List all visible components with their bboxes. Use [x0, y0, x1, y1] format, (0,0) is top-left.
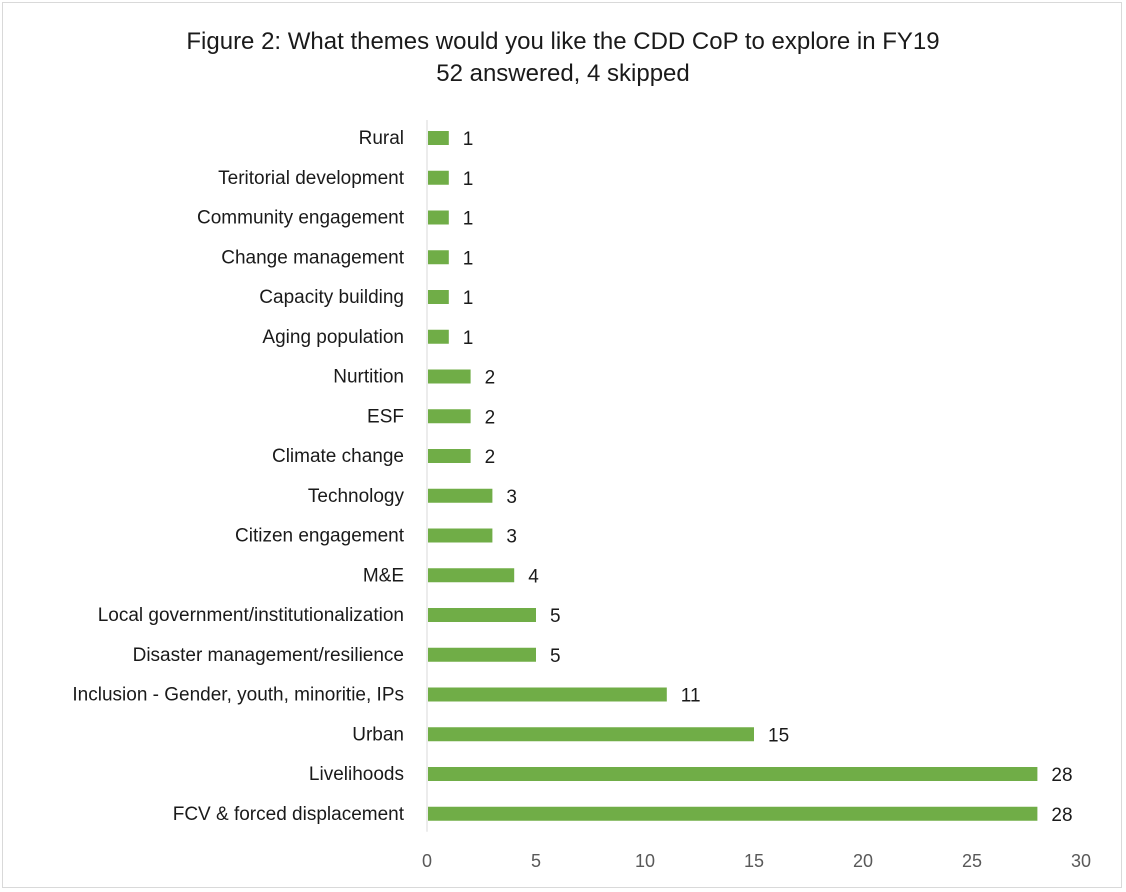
category-label: Urban	[352, 724, 404, 745]
data-label: 2	[485, 447, 496, 468]
category-label: ESF	[367, 406, 404, 427]
bar	[428, 409, 471, 424]
category-label: Change management	[221, 247, 404, 268]
bar	[428, 528, 493, 543]
plot-area: Rural 1 Teritorial development 1 Community e…	[72, 120, 1091, 871]
category-label: Nurtition	[333, 367, 404, 388]
bar	[428, 806, 1038, 821]
data-label: 1	[463, 328, 474, 349]
x-tick-label: 10	[635, 851, 655, 871]
bar	[428, 647, 536, 662]
x-tick-label: 20	[853, 851, 873, 871]
bar	[428, 767, 1038, 781]
category-label: Inclusion - Gender, youth, minoritie, IP…	[72, 685, 404, 706]
bar	[428, 329, 449, 344]
data-label: 1	[463, 288, 474, 309]
bar	[428, 131, 449, 145]
category-label: Aging population	[262, 327, 404, 348]
data-label: 4	[528, 566, 539, 587]
category-label: Climate change	[272, 446, 404, 467]
category-label: M&E	[363, 565, 404, 586]
data-label: 1	[463, 169, 474, 190]
bar	[428, 727, 754, 742]
bar	[428, 608, 536, 622]
bar	[428, 170, 449, 185]
x-tick-label: 25	[962, 851, 982, 871]
data-label: 1	[463, 129, 474, 150]
data-label: 15	[768, 725, 789, 746]
chart-title: Figure 2: What themes would you like the…	[186, 28, 939, 55]
bar	[428, 568, 515, 583]
category-label: FCV & forced displacement	[173, 804, 405, 825]
category-label: Disaster management/resilience	[133, 645, 404, 666]
data-label: 1	[463, 248, 474, 269]
x-tick-label: 30	[1071, 851, 1091, 871]
category-label: Livelihoods	[309, 764, 404, 785]
data-label: 5	[550, 606, 561, 627]
x-tick-label: 15	[744, 851, 764, 871]
category-label: Rural	[359, 128, 404, 149]
bar	[428, 687, 667, 702]
data-label: 28	[1051, 805, 1072, 826]
bar	[428, 290, 449, 304]
bar	[428, 210, 449, 225]
data-label: 1	[463, 209, 474, 230]
category-label: Capacity building	[259, 287, 404, 308]
chart-subtitle: 52 answered, 4 skipped	[436, 60, 690, 87]
bar	[428, 488, 493, 503]
category-label: Technology	[308, 486, 405, 507]
x-tick-label: 5	[531, 851, 541, 871]
category-label: Community engagement	[197, 208, 405, 229]
data-label: 28	[1051, 765, 1072, 786]
data-label: 2	[485, 368, 496, 389]
data-label: 2	[485, 407, 496, 428]
bar	[428, 369, 471, 384]
data-label: 3	[506, 487, 517, 508]
x-tick-label: 0	[422, 851, 432, 871]
bar	[428, 449, 471, 463]
bar	[428, 250, 449, 265]
data-label: 11	[681, 686, 701, 707]
data-label: 5	[550, 646, 561, 667]
category-label: Citizen engagement	[235, 526, 405, 547]
data-label: 3	[506, 527, 517, 548]
category-label: Local government/institutionalization	[98, 605, 404, 626]
category-label: Teritorial development	[218, 168, 405, 189]
